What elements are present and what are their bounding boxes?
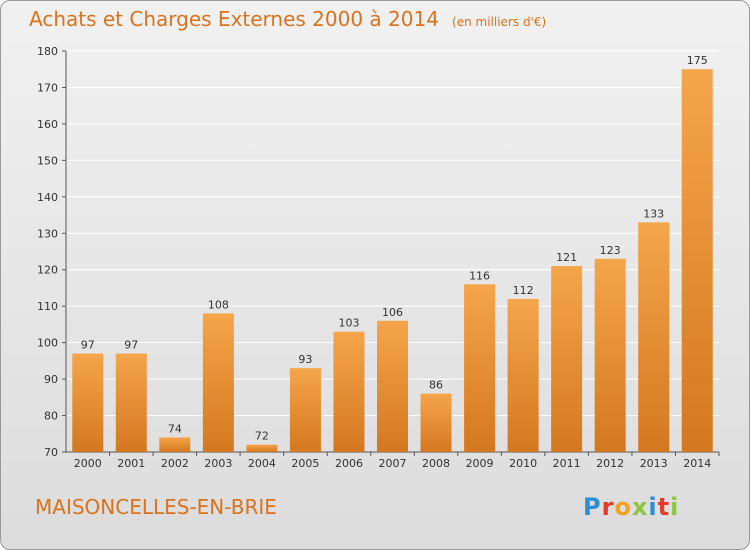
data-label: 72: [255, 430, 269, 443]
bar: [202, 313, 234, 452]
bar: [289, 368, 321, 452]
y-tick-label: 70: [44, 446, 58, 459]
chart-title: Achats et Charges Externes 2000 à 2014: [29, 7, 439, 31]
x-tick-label: 2012: [596, 457, 624, 470]
x-tick-label: 2011: [553, 457, 581, 470]
x-tick-label: 2003: [204, 457, 232, 470]
bar: [333, 331, 365, 452]
data-label: 112: [513, 284, 534, 297]
x-tick-label: 2013: [640, 457, 668, 470]
x-tick-label: 2000: [74, 457, 102, 470]
y-tick-label: 150: [37, 154, 58, 167]
chart-unit: (en milliers d'€): [452, 15, 547, 29]
data-label: 133: [643, 207, 664, 220]
bar: [115, 353, 147, 452]
y-tick-label: 120: [37, 264, 58, 277]
logo-letter: r: [601, 493, 615, 521]
x-tick-label: 2007: [379, 457, 407, 470]
y-tick-label: 180: [37, 45, 58, 58]
bar: [420, 393, 452, 452]
logo-letter: P: [583, 493, 602, 521]
x-tick-label: 2009: [466, 457, 494, 470]
data-label: 116: [469, 269, 490, 282]
data-label: 175: [687, 54, 708, 67]
y-tick-label: 130: [37, 227, 58, 240]
proxiti-logo: Proxiti: [583, 493, 679, 521]
logo-letter: i: [670, 493, 680, 521]
logo-letter: t: [657, 493, 671, 521]
data-label: 93: [298, 353, 312, 366]
bar: [159, 437, 191, 452]
x-tick-label: 2002: [161, 457, 189, 470]
x-tick-label: 2014: [683, 457, 711, 470]
x-tick-label: 2006: [335, 457, 363, 470]
bar: [551, 266, 583, 452]
data-label: 121: [556, 251, 577, 264]
x-tick-label: 2010: [509, 457, 537, 470]
bar: [638, 222, 670, 452]
logo-letter: x: [631, 493, 649, 521]
y-tick-label: 80: [44, 410, 58, 423]
data-label: 97: [124, 339, 138, 352]
data-label: 108: [208, 298, 229, 311]
chart-title-block: Achats et Charges Externes 2000 à 2014 (…: [29, 7, 546, 31]
bar: [464, 284, 496, 452]
y-tick-label: 140: [37, 191, 58, 204]
data-label: 86: [429, 379, 443, 392]
data-label: 74: [168, 422, 182, 435]
y-tick-label: 160: [37, 118, 58, 131]
logo-letter: i: [648, 493, 658, 521]
bar: [507, 298, 539, 452]
data-label: 103: [338, 317, 359, 330]
y-tick-label: 170: [37, 81, 58, 94]
x-tick-label: 2001: [117, 457, 145, 470]
bar: [594, 258, 626, 452]
commune-name: MAISONCELLES-EN-BRIE: [35, 495, 277, 519]
x-tick-label: 2004: [248, 457, 276, 470]
data-label: 97: [81, 339, 95, 352]
data-label: 106: [382, 306, 403, 319]
data-label: 123: [600, 244, 621, 257]
logo-letter: o: [614, 493, 632, 521]
y-tick-label: 90: [44, 373, 58, 386]
y-tick-label: 110: [37, 300, 58, 313]
x-tick-label: 2008: [422, 457, 450, 470]
bar: [246, 444, 278, 452]
bar: [377, 320, 408, 452]
x-tick-label: 2005: [291, 457, 319, 470]
bar: [681, 69, 713, 453]
y-tick-label: 100: [37, 337, 58, 350]
bar: [72, 353, 104, 452]
